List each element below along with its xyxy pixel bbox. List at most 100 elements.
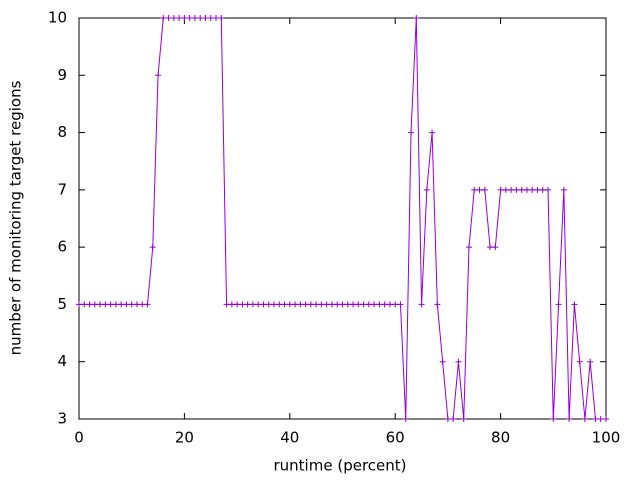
y-tick-label: 10 [48,9,67,27]
data-point [350,301,357,308]
data-point [318,301,325,308]
data-point [149,244,156,251]
data-point [144,301,151,308]
data-point [128,301,135,308]
data-point [560,186,567,193]
data-point [255,301,262,308]
data-point [123,301,130,308]
data-point [339,301,346,308]
data-point [566,416,573,422]
data-point [423,186,430,193]
data-point [170,15,177,21]
data-point [102,301,109,308]
data-point [218,15,225,21]
data-point [460,416,467,422]
data-point [392,301,399,308]
data-point [213,15,220,21]
data-point [355,301,362,308]
data-point [186,15,193,21]
data-point [376,301,383,308]
data-point [492,244,499,251]
data-point [555,301,562,308]
x-tick-label: 100 [592,429,621,447]
data-point [603,416,609,422]
y-tick-label: 4 [57,352,67,370]
data-point [455,358,462,365]
data-point [360,301,367,308]
data-point [481,186,488,193]
data-point [160,15,167,21]
data-point [234,301,241,308]
x-tick-label: 20 [175,429,194,447]
data-point [281,301,288,308]
y-tick-label: 8 [57,123,67,141]
x-tick-label: 60 [386,429,405,447]
plot-frame [78,17,607,420]
data-point [91,301,98,308]
data-point [265,301,272,308]
data-point [408,129,415,136]
data-point [165,15,172,21]
data-point [197,15,204,21]
x-tick-label: 0 [74,429,84,447]
data-point [571,301,578,308]
data-point [418,301,425,308]
data-point [313,301,320,308]
y-tick-label: 3 [57,410,67,428]
data-point [397,301,404,308]
x-tick-label: 40 [280,429,299,447]
data-point [249,301,256,308]
data-point [176,15,183,21]
data-point [270,301,277,308]
data-point [402,416,409,422]
data-point [444,416,451,422]
y-tick-label: 6 [57,238,67,256]
data-point [450,416,457,422]
data-point [112,301,119,308]
data-point [550,416,557,422]
data-point [228,301,235,308]
data-point [223,301,230,308]
data-point [286,301,293,308]
x-axis-label: runtime (percent) [274,457,407,475]
data-point [471,186,478,193]
data-point [202,15,209,21]
data-point [181,15,188,21]
data-point [76,301,82,308]
data-point [497,186,504,193]
data-point [297,301,304,308]
data-point [576,358,583,365]
data-point [139,301,146,308]
data-point [434,301,441,308]
data-point [344,301,351,308]
data-point [581,416,588,422]
data-point [133,301,140,308]
data-point [207,15,214,21]
data-point [81,301,88,308]
data-point [523,186,530,193]
data-point [529,186,536,193]
data-point [191,15,198,21]
data-point [465,244,472,251]
data-point [97,301,104,308]
data-point [597,416,604,422]
data-point [386,301,393,308]
y-tick-label: 5 [57,295,67,313]
data-point [381,301,388,308]
data-point [487,244,494,251]
data-point [592,416,599,422]
data-point [371,301,378,308]
data-point [534,186,541,193]
data-point [539,186,546,193]
data-point [502,186,509,193]
data-point [439,358,446,365]
data-point [513,186,520,193]
y-tick-label: 7 [57,180,67,198]
data-point [545,186,552,193]
data-point [155,72,162,79]
data-point [260,301,267,308]
data-point [429,129,436,136]
data-point [413,15,420,21]
data-point [276,301,283,308]
